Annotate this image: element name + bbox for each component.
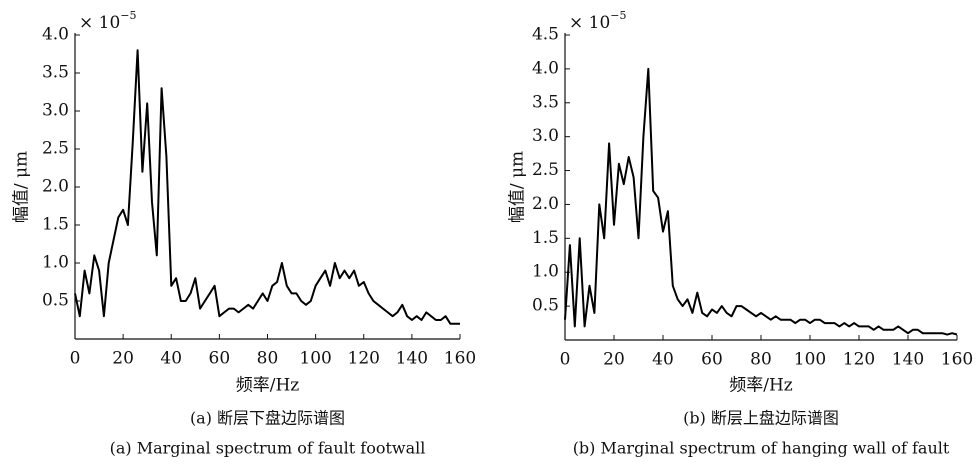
x-tick-label: 0 (560, 350, 571, 370)
caption-en: (b) Marginal spectrum of hanging wall of… (573, 439, 950, 458)
x-tick-label: 120 (348, 349, 380, 369)
y-scale-exponent: −5 (120, 9, 136, 22)
y-tick-label: 0.5 (42, 291, 69, 311)
x-tick-label: 140 (892, 350, 924, 370)
x-tick-label: 40 (160, 349, 182, 369)
x-tick-label: 0 (70, 349, 81, 369)
x-tick-label: 140 (396, 349, 428, 369)
x-tick-label: 160 (444, 349, 476, 369)
x-tick-label: 80 (257, 349, 279, 369)
x-tick-label: 60 (701, 350, 723, 370)
y-tick-label: 1.5 (532, 228, 559, 248)
y-tick-label: 2.5 (532, 160, 559, 180)
x-tick-label: 120 (843, 350, 875, 370)
y-scale-base: × 10 (79, 13, 120, 33)
x-tick-label: 20 (112, 349, 134, 369)
y-scale-exponent: −5 (610, 9, 626, 22)
y-tick-label: 0.5 (532, 296, 559, 316)
y-tick-label: 3.0 (42, 101, 69, 121)
y-tick-label: 1.5 (42, 215, 69, 235)
caption-en: (a) Marginal spectrum of fault footwall (110, 439, 426, 458)
x-tick-label: 80 (750, 350, 772, 370)
y-tick-label: 4.5 (532, 25, 559, 45)
x-axis-label: 频率/Hz (236, 376, 300, 396)
caption: (b) 断层上盘边际谱图 (683, 409, 839, 428)
x-tick-label: 100 (794, 350, 826, 370)
y-tick-label: 2.0 (532, 194, 559, 214)
y-scale-base: × 10 (569, 13, 610, 33)
x-tick-label: 60 (209, 349, 231, 369)
caption: (a) 断层下盘边际谱图 (190, 409, 345, 428)
x-tick-label: 160 (941, 350, 973, 370)
y-tick-label: 2.0 (42, 177, 69, 197)
x-tick-label: 20 (603, 350, 625, 370)
x-axis-label: 频率/Hz (729, 376, 793, 396)
x-tick-label: 100 (299, 349, 331, 369)
spectrum-line (74, 49, 460, 325)
y-axis-label: 幅值/ μm (12, 151, 32, 223)
y-tick-label: 4.0 (42, 25, 69, 45)
spectrum-line (564, 67, 958, 336)
y-axis-label: 幅值/ μm (508, 151, 528, 223)
y-tick-label: 1.0 (532, 262, 559, 282)
y-scale: × 10−5 (569, 9, 627, 33)
y-tick-label: 2.5 (42, 139, 69, 159)
y-tick-label: 3.5 (42, 63, 69, 83)
y-tick-label: 4.0 (532, 58, 559, 78)
x-tick-label: 40 (652, 350, 674, 370)
y-scale: × 10−5 (79, 9, 137, 33)
y-tick-label: 1.0 (42, 253, 69, 273)
y-tick-label: 3.5 (532, 92, 559, 112)
y-tick-label: 3.0 (532, 126, 559, 146)
